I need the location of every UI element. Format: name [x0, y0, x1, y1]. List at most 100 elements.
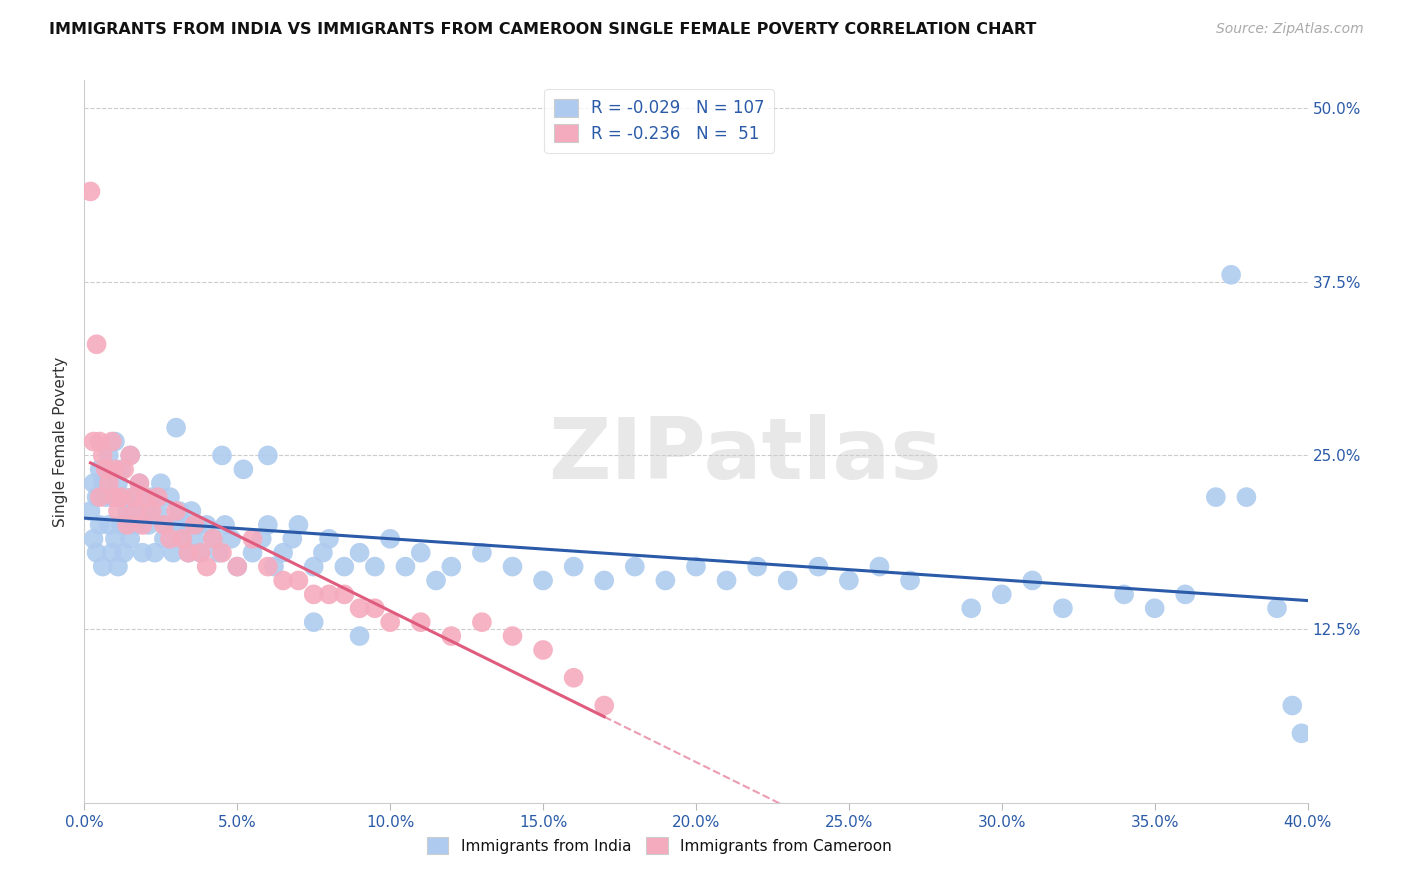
Point: [380, 615, 402, 630]
Point: [1021, 574, 1043, 588]
Point: [122, 490, 145, 504]
Point: [89, 462, 111, 476]
Point: [165, 517, 187, 532]
Point: [1291, 726, 1313, 740]
Point: [159, 532, 181, 546]
Point: [226, 559, 249, 574]
Point: [146, 504, 169, 518]
Point: [1174, 587, 1197, 601]
Point: [219, 532, 242, 546]
Point: [79, 504, 101, 518]
Point: [1265, 601, 1288, 615]
Point: [165, 504, 187, 518]
Point: [1114, 587, 1136, 601]
Point: [271, 546, 294, 560]
Point: [104, 490, 127, 504]
Point: [1052, 601, 1074, 615]
Point: [138, 517, 160, 532]
Point: [97, 517, 120, 532]
Point: [177, 546, 200, 560]
Point: [128, 476, 150, 491]
Point: [312, 546, 335, 560]
Point: [86, 490, 108, 504]
Point: [333, 587, 356, 601]
Point: [242, 532, 264, 546]
Point: [97, 476, 120, 491]
Point: [112, 546, 135, 560]
Point: [991, 587, 1014, 601]
Point: [91, 449, 114, 463]
Point: [183, 517, 205, 532]
Point: [79, 185, 101, 199]
Point: [115, 504, 138, 518]
Text: ZIPatlas: ZIPatlas: [548, 415, 942, 498]
Point: [960, 601, 983, 615]
Point: [101, 434, 124, 449]
Point: [471, 615, 494, 630]
Point: [97, 449, 120, 463]
Point: [172, 532, 194, 546]
Point: [257, 449, 280, 463]
Point: [120, 449, 142, 463]
Point: [125, 517, 148, 532]
Point: [174, 517, 197, 532]
Point: [110, 517, 132, 532]
Point: [471, 546, 494, 560]
Point: [195, 517, 218, 532]
Point: [94, 490, 117, 504]
Point: [394, 559, 416, 574]
Point: [318, 532, 340, 546]
Point: [838, 574, 860, 588]
Point: [141, 490, 163, 504]
Point: [302, 559, 325, 574]
Point: [107, 559, 129, 574]
Point: [287, 574, 309, 588]
Point: [153, 517, 176, 532]
Point: [1236, 490, 1258, 504]
Point: [208, 546, 231, 560]
Point: [165, 420, 187, 434]
Point: [1205, 490, 1227, 504]
Point: [110, 490, 132, 504]
Point: [211, 546, 233, 560]
Point: [502, 629, 524, 643]
Point: [1220, 268, 1243, 282]
Point: [349, 546, 371, 560]
Point: [593, 574, 616, 588]
Point: [747, 559, 769, 574]
Point: [107, 476, 129, 491]
Point: [159, 490, 181, 504]
Point: [302, 615, 325, 630]
Point: [104, 462, 127, 476]
Point: [257, 559, 280, 574]
Point: [86, 546, 108, 560]
Text: IMMIGRANTS FROM INDIA VS IMMIGRANTS FROM CAMEROON SINGLE FEMALE POVERTY CORRELAT: IMMIGRANTS FROM INDIA VS IMMIGRANTS FROM…: [49, 22, 1036, 37]
Point: [89, 434, 111, 449]
Point: [104, 434, 127, 449]
Point: [869, 559, 891, 574]
Text: Source: ZipAtlas.com: Source: ZipAtlas.com: [1216, 22, 1364, 37]
Point: [226, 559, 249, 574]
Point: [263, 559, 285, 574]
Point: [83, 434, 105, 449]
Point: [195, 559, 218, 574]
Point: [425, 574, 447, 588]
Point: [232, 462, 254, 476]
Point: [242, 546, 264, 560]
Point: [125, 504, 148, 518]
Point: [302, 587, 325, 601]
Point: [186, 517, 208, 532]
Point: [211, 449, 233, 463]
Point: [349, 601, 371, 615]
Point: [104, 532, 127, 546]
Point: [172, 532, 194, 546]
Point: [440, 629, 463, 643]
Point: [281, 532, 304, 546]
Point: [131, 546, 153, 560]
Point: [654, 574, 676, 588]
Point: [562, 671, 585, 685]
Point: [91, 476, 114, 491]
Point: [364, 559, 387, 574]
Point: [180, 504, 202, 518]
Point: [1143, 601, 1166, 615]
